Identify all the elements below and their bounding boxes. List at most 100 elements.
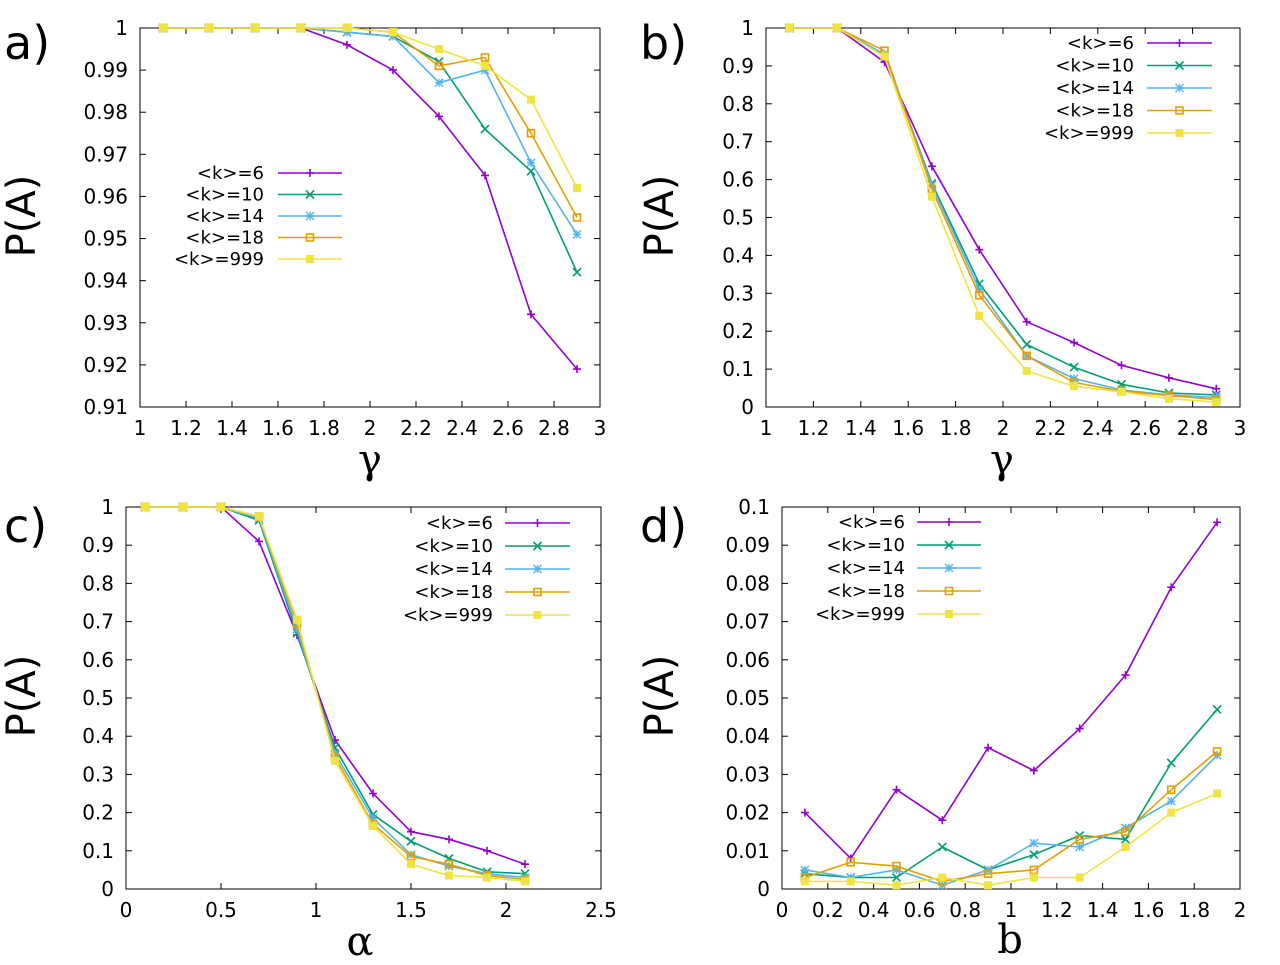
panel-a-legend-marker [306, 255, 314, 263]
panel-b-xtick-label: 2.4 [1082, 416, 1114, 440]
panel-a-series-2-point [572, 267, 582, 277]
panel-c-series-3-point [292, 624, 302, 634]
panel-c-legend-marker [533, 519, 542, 527]
panel-a-legend-marker [305, 233, 315, 242]
panel-b-series-1-point [1164, 373, 1173, 382]
panel-b-xtick-label: 1.4 [845, 416, 877, 440]
panel-b-frame [765, 27, 1241, 408]
panel-b-series-1-point [975, 245, 984, 254]
panel-d-series-4-line [804, 750, 1218, 883]
panel-b-series-5-point [1164, 394, 1173, 403]
panel-d-series-5-point [800, 877, 809, 886]
panel-b-series-1-point [1117, 361, 1126, 370]
panel-c-legend-marker [532, 541, 543, 551]
panel-b-letter: b) [640, 16, 688, 70]
panel-d-series-4-point [1121, 827, 1130, 837]
panel-b-ytick-label: 0.9 [722, 54, 754, 78]
panel-d-series-3-point [1075, 842, 1085, 852]
panel-d-legend-marker [944, 540, 954, 550]
panel-a-ytick-label: 0.95 [83, 227, 128, 251]
panel-a-xtick-label: 2.8 [538, 416, 570, 440]
panel-c-xtick-label: 0.5 [205, 898, 237, 922]
panel-a-series-5-point [251, 24, 259, 32]
panel-b-ytick-label: 0.8 [722, 92, 754, 116]
panel-d-xtick-label: 0.2 [812, 898, 844, 922]
panel-d-series-5-point [984, 881, 993, 890]
panel-a-legend-marker [305, 211, 315, 221]
panel-c-ytick-label: 0.6 [82, 648, 114, 672]
panel-d-series-1-point [800, 808, 809, 817]
panel-a-legend-label: <k>=18 [185, 228, 264, 249]
panel-a-plot: 1 1.2 1.4 1.6 1.8 2 2.2 2.4 2.6 2.8 3 0.91 0.92 0.93 0… [83, 16, 606, 440]
panel-d-legend-label: <k>=14 [826, 558, 905, 579]
panel-d-series-1-point [1121, 671, 1130, 680]
panel-c-series-5-point [521, 877, 529, 886]
panel-b-legend-marker [1175, 129, 1184, 137]
panel-b-series-5-point [833, 24, 842, 32]
panel-c-frame [125, 506, 602, 890]
panel-a-legend-label: <k>=999 [174, 249, 264, 270]
panel-c-legend-label: <k>=10 [414, 536, 493, 557]
panel-d-series-5-point [1029, 873, 1038, 882]
panel-c-series-5-point [141, 503, 149, 511]
panel-d-ytick-label: 0.02 [725, 801, 770, 825]
panel-c-series-1-point [255, 537, 263, 546]
panel-d-ytick-label: 0 [757, 877, 770, 901]
panel-d-legend-label: <k>=999 [815, 604, 905, 625]
panel-d-series-1-point [1029, 766, 1038, 775]
panel-d-xtick-label: 1.4 [1087, 898, 1119, 922]
panel-c-xlabel: α [346, 919, 374, 965]
panel-d-series-1-line [804, 521, 1218, 860]
panel-d-series-2-point [1166, 758, 1176, 768]
panel-a-series-1-point [389, 66, 397, 75]
panel-a-ytick-label: 0.98 [83, 100, 128, 124]
panel-b-plot: 1 1.2 1.4 1.6 1.8 2 2.2 2.4 2.6 2.8 3 0 0.1 0.2 0.3 0.4… [722, 16, 1246, 440]
panel-c-series-3-point [444, 861, 454, 871]
panel-a-series-4-point [480, 53, 490, 62]
panel-a-series-1-point [481, 171, 489, 180]
panel-d-legend-marker [944, 563, 954, 573]
panel-d-xlabel: b [997, 917, 1023, 963]
panel-b-series-3-line [789, 27, 1217, 399]
panel-a-xtick-label: 1 [134, 416, 147, 440]
panel-b-ytick-label: 0.2 [722, 319, 754, 343]
panel-c-series-1-point [407, 827, 415, 836]
panel-a-series-1-point [573, 365, 581, 374]
panel-a-ytick-label: 0.94 [83, 269, 128, 293]
panel-d-xtick-label: 2 [1234, 898, 1247, 922]
panel-a-series-3-point [572, 229, 582, 239]
panel-c-series-4-point [406, 852, 416, 861]
panel-b-series-1-point [1022, 317, 1031, 326]
panel-b-legend-label: <k>=999 [1044, 123, 1134, 144]
panel-c-letter: c) [4, 499, 48, 553]
panel-d-series-3-point [1166, 796, 1176, 806]
panel-d-ytick-label: 0.09 [725, 533, 770, 557]
panel-a-series-3-point [480, 65, 490, 75]
panel-b-ytick-label: 0.1 [722, 357, 754, 381]
panel-d-ytick-label: 0.01 [725, 839, 770, 863]
panel-c-legend-marker [533, 564, 542, 574]
panel-d-series-4-point [892, 861, 901, 871]
panel-d-ytick-label: 0.06 [725, 648, 770, 672]
panel-b-series-5-point [975, 312, 984, 321]
panel-d-ytick-label: 0.03 [725, 762, 770, 786]
panel-a-xlabel: γ [358, 437, 382, 483]
panel-a-xtick-label: 2 [364, 416, 377, 440]
panel-b-series-2-point [1069, 362, 1079, 372]
panel-d-xtick-label: 0 [776, 898, 789, 922]
panel-b-xtick-label: 3 [1234, 416, 1247, 440]
panel-b-series-1-point [1070, 338, 1079, 347]
panel-b-series-2-point [1022, 339, 1032, 350]
panel-d-series-5-line [804, 792, 1218, 887]
panel-d-xtick-label: 1.2 [1041, 898, 1073, 922]
panel-a-legend-marker [306, 169, 314, 177]
panel-d-ytick-label: 0.1 [738, 495, 770, 519]
panel-a-ytick-label: 0.93 [83, 311, 128, 335]
panel-a-series-1-point [343, 40, 351, 49]
panel-b-series-5-point [1070, 382, 1079, 391]
panel-b-ytick-label: 0.5 [722, 206, 754, 230]
panel-b-ytick-label: 0.4 [722, 243, 754, 267]
panel-c-series-5-point [179, 503, 187, 511]
panel-c-ytick-label: 0.9 [82, 533, 114, 557]
panel-c-series-1-point [369, 789, 377, 798]
